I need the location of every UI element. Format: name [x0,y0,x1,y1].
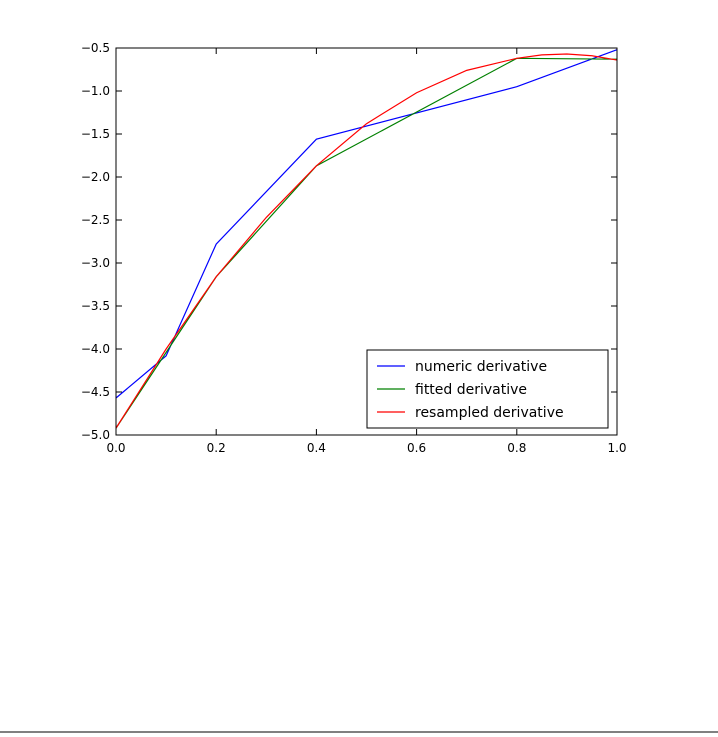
y-tick-label: −4.0 [81,342,110,356]
legend-label: numeric derivative [415,359,547,375]
y-tick-label: −4.5 [81,385,110,399]
y-tick-label: −1.5 [81,127,110,141]
plot-frame [115,47,618,436]
y-tick-label: −2.5 [81,213,110,227]
y-tick-label: −0.5 [81,41,110,55]
y-tick-label: −1.0 [81,84,110,98]
series-line [115,53,618,429]
y-tick-label: −3.5 [81,299,110,313]
y-tick-label: −2.0 [81,170,110,184]
y-tick-label: −5.0 [81,428,110,442]
x-tick-label: 0.6 [407,441,426,455]
legend-label: fitted derivative [415,382,527,398]
x-tick-label: 0.0 [106,441,125,455]
legend-label: resampled derivative [415,405,564,421]
x-tick-label: 0.8 [507,441,526,455]
x-tick-label: 0.4 [307,441,326,455]
y-tick-label: −3.0 [81,256,110,270]
x-tick-label: 1.0 [607,441,626,455]
legend-box [366,349,609,429]
x-tick-label: 0.2 [207,441,226,455]
